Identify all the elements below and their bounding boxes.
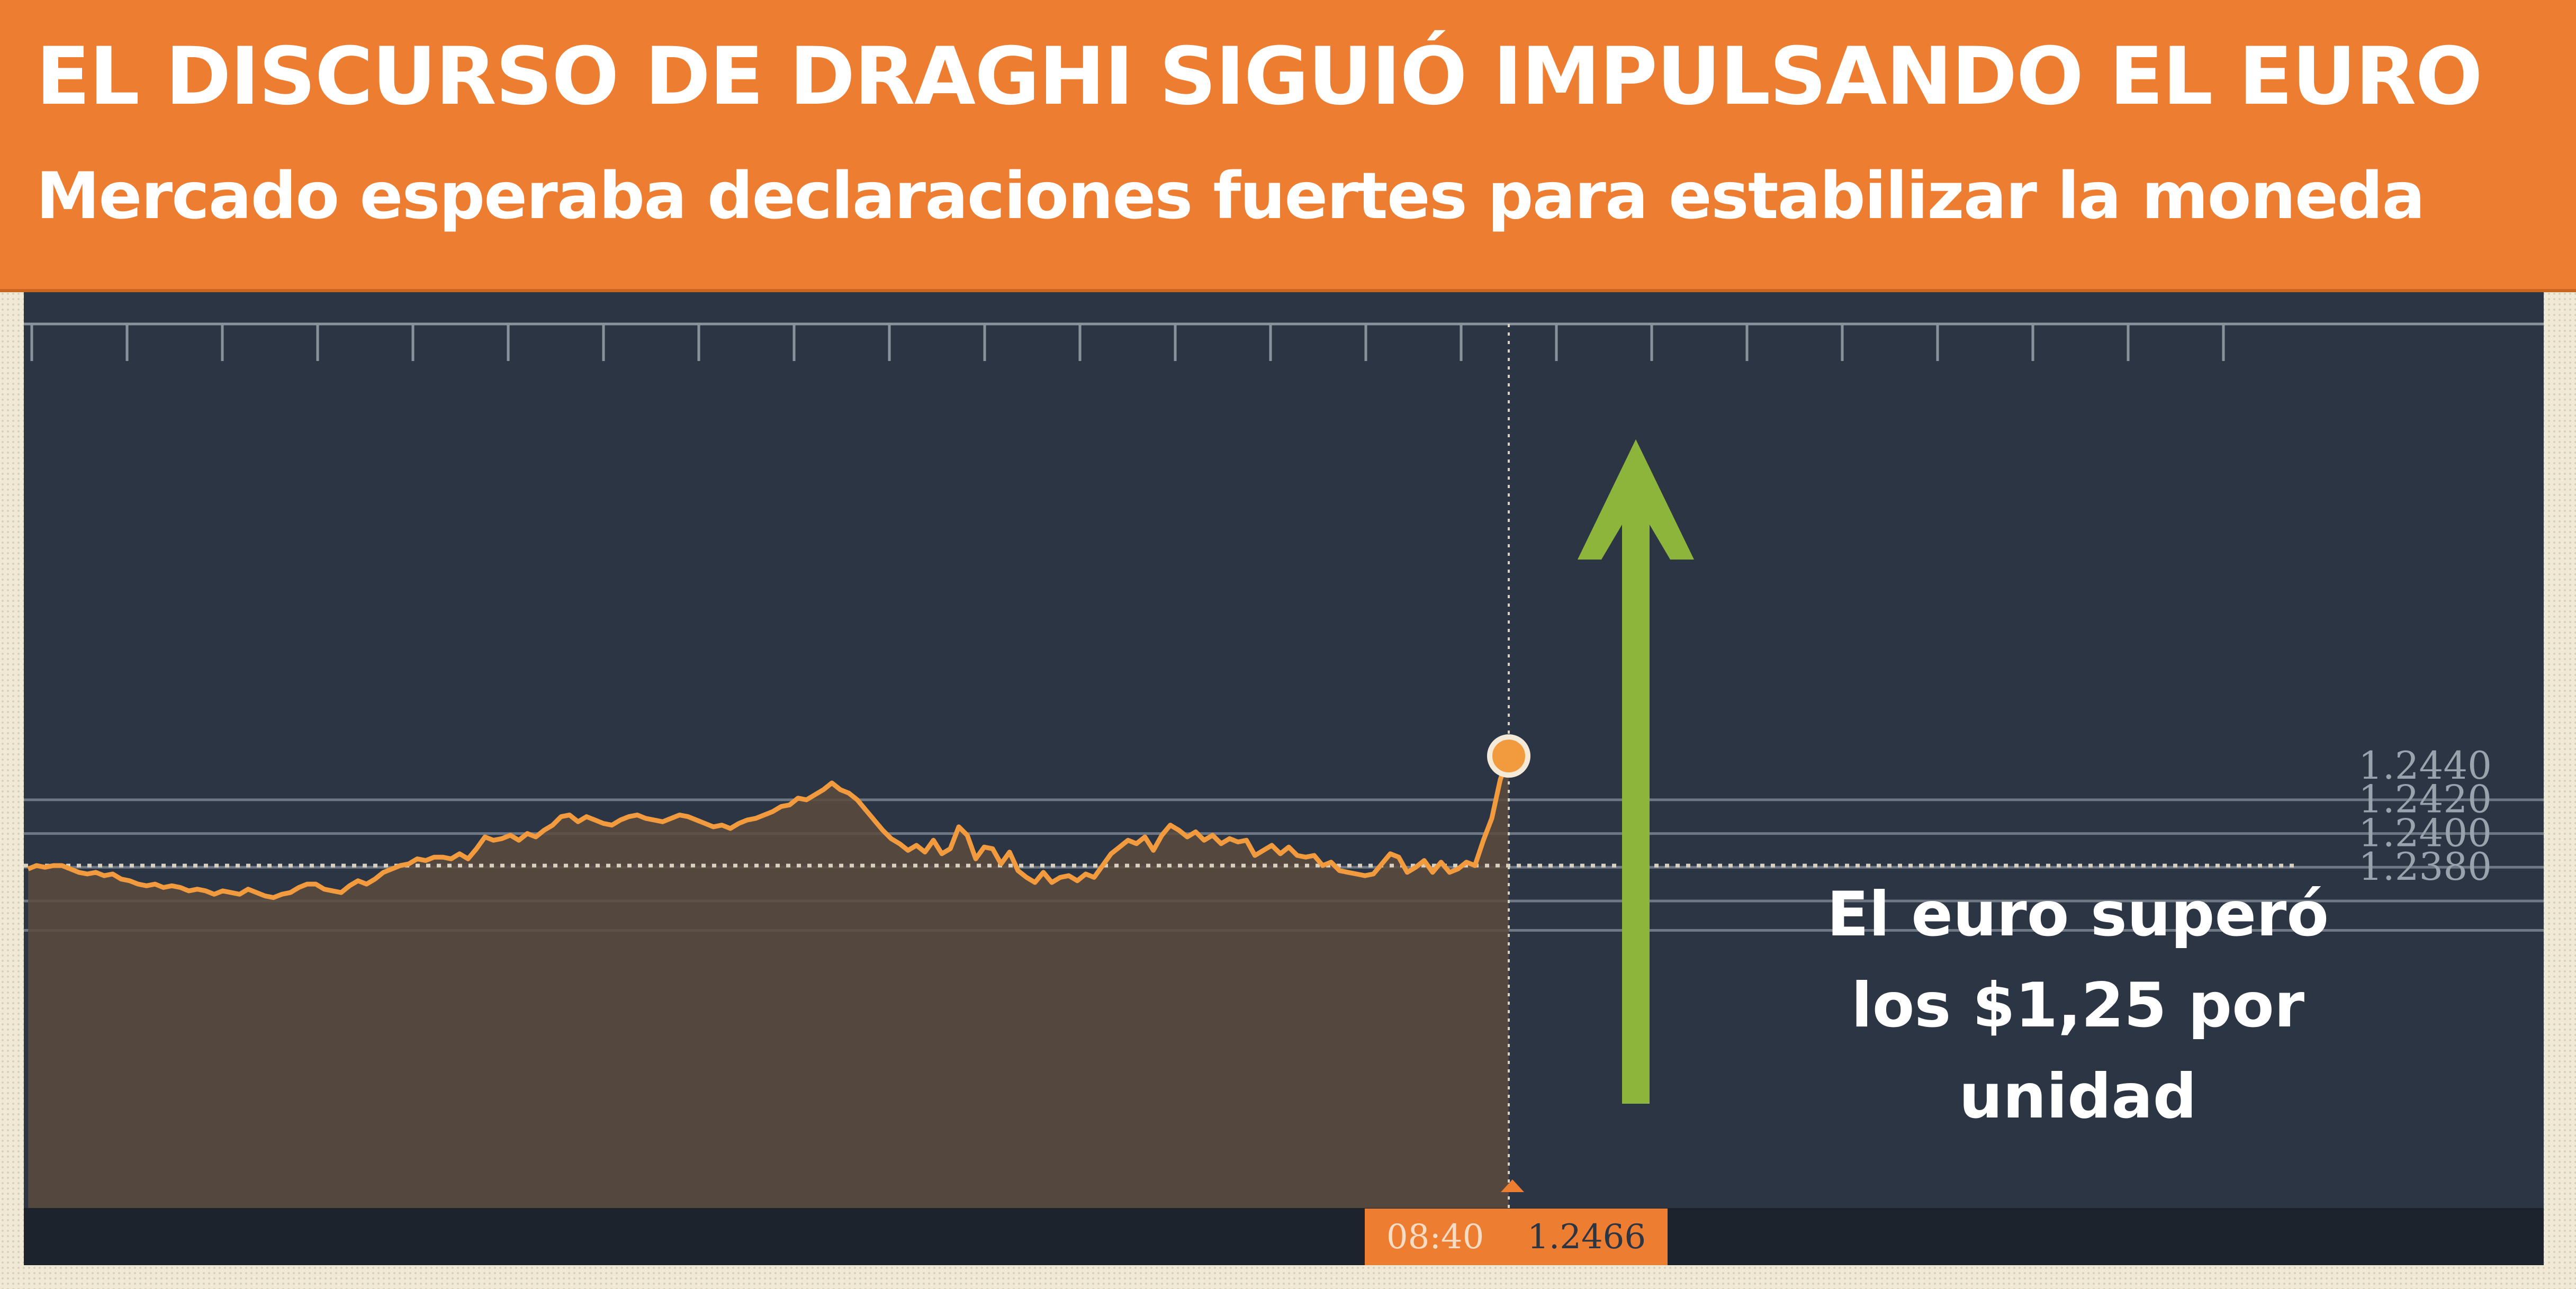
crosshair-tooltip: 08:40 1.2466	[1365, 1209, 1668, 1265]
price-area	[28, 756, 1509, 1208]
area-layer	[28, 756, 1509, 1208]
y-tick-label: 1.2400	[2358, 810, 2492, 855]
tooltip-time: 08:40	[1386, 1217, 1484, 1257]
tooltip-value: 1.2466	[1527, 1217, 1646, 1257]
annotation-line-2: los $1,25 por	[1851, 970, 2305, 1041]
x-axis-band	[24, 1208, 2544, 1265]
y-tick-label: 1.2440	[2358, 743, 2492, 788]
annotation-text: El euro superó los $1,25 por unidad	[1771, 869, 2385, 1142]
tooltip-pointer	[1501, 1179, 1524, 1192]
header-banner: EL DISCURSO DE DRAGHI SIGUIÓ IMPULSANDO …	[0, 0, 2576, 292]
y-tick-label: 1.2380	[2358, 844, 2492, 889]
marker-layer	[1487, 734, 1530, 778]
page-subtitle: Mercado esperaba declaraciones fuertes p…	[36, 159, 2425, 233]
annotation-line-3: unidad	[1959, 1061, 2197, 1132]
page-title: EL DISCURSO DE DRAGHI SIGUIÓ IMPULSANDO …	[36, 31, 2483, 123]
price-line-layer	[27, 755, 1511, 900]
y-tick-label: 1.2420	[2358, 777, 2492, 822]
chart-panel: 1.2380 1.2400 1.2420 1.2440 El euro superó …	[24, 292, 2544, 1265]
annotation-line-1: El euro superó	[1826, 879, 2329, 950]
highlight-point	[1487, 734, 1530, 778]
up-arrow-head	[1578, 439, 1694, 560]
price-line	[27, 755, 1511, 900]
up-arrow	[1578, 439, 1694, 1104]
